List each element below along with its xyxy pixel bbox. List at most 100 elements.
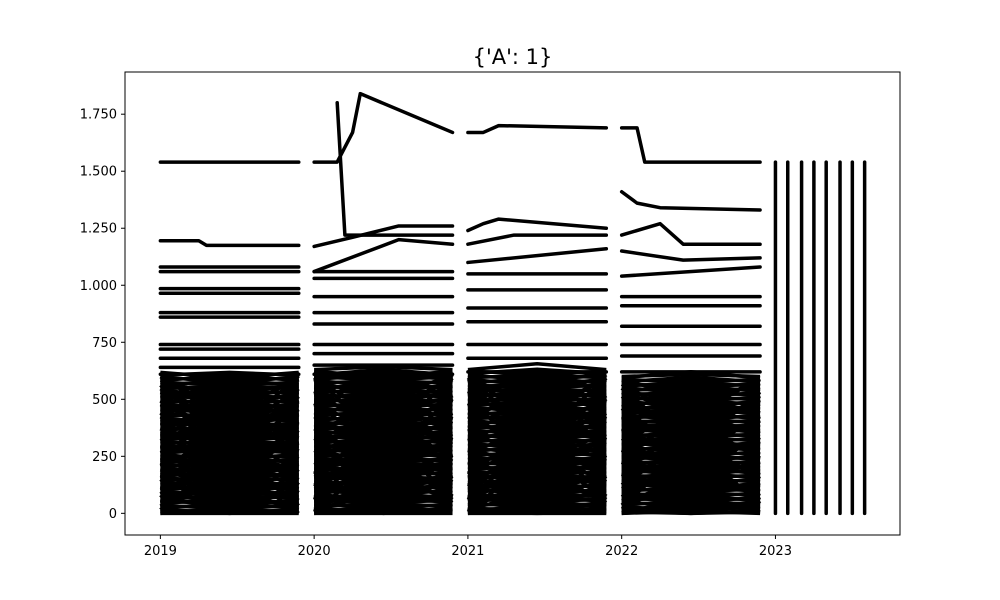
y-tick-label: 1.250 <box>80 222 117 237</box>
series-line <box>621 418 761 426</box>
series-line <box>313 394 454 488</box>
series-line <box>159 371 300 487</box>
y-tick-label: 1.000 <box>80 279 117 294</box>
series-line <box>467 453 607 499</box>
series-line <box>619 189 762 212</box>
series-line <box>466 397 608 514</box>
plot-area <box>158 91 867 516</box>
dense-block <box>620 369 762 516</box>
dense-block <box>159 370 300 516</box>
series-line <box>159 420 300 480</box>
series-line <box>314 497 453 506</box>
series-line <box>467 424 607 438</box>
series-line <box>159 375 300 453</box>
series-line <box>619 221 762 246</box>
series-line <box>467 371 607 392</box>
x-axis: 2019 2020 2021 2022 2023 <box>144 535 792 559</box>
series-lines <box>158 91 867 516</box>
series-line <box>160 374 299 386</box>
x-tick-label: 2019 <box>144 544 177 559</box>
series-line <box>466 123 609 135</box>
y-tick-label: 1.750 <box>80 108 117 123</box>
series-line <box>313 448 453 479</box>
series-line <box>312 237 455 274</box>
series-line <box>313 473 453 511</box>
series-line <box>312 376 454 498</box>
dense-block <box>312 364 454 516</box>
series-line <box>466 376 608 498</box>
series-line <box>467 411 607 475</box>
series-line <box>621 377 761 385</box>
series-line <box>466 401 608 501</box>
series-line <box>159 411 300 515</box>
series-line <box>313 395 453 430</box>
series-line <box>467 492 607 500</box>
series-line <box>466 373 608 476</box>
series-line <box>466 233 609 246</box>
series-line <box>314 392 453 404</box>
series-line <box>467 448 607 479</box>
y-tick-label: 500 <box>92 393 117 408</box>
y-tick-label: 750 <box>92 336 117 351</box>
series-line <box>313 371 453 392</box>
series-line <box>466 394 608 488</box>
series-line <box>467 412 607 417</box>
series-line <box>467 473 607 511</box>
series-line <box>313 506 453 516</box>
series-line <box>313 373 454 476</box>
series-line <box>160 502 299 516</box>
series-line <box>313 435 454 513</box>
series-line <box>467 460 607 500</box>
y-tick-label: 0 <box>109 507 117 522</box>
series-line <box>621 399 761 410</box>
series-line <box>620 377 761 454</box>
series-line <box>467 361 607 372</box>
series-line <box>467 414 608 501</box>
series-line <box>159 462 300 505</box>
dense-block <box>466 361 608 516</box>
series-line <box>159 383 300 507</box>
series-line <box>619 265 762 278</box>
series-line <box>159 468 300 512</box>
series-line <box>160 383 299 399</box>
x-tick-label: 2020 <box>298 544 331 559</box>
series-line <box>621 473 761 481</box>
series-line <box>314 424 453 438</box>
series-line <box>313 411 454 475</box>
series-line <box>620 398 761 467</box>
series-line <box>335 101 455 237</box>
series-line <box>313 453 454 499</box>
series-line <box>619 249 762 262</box>
series-line <box>313 377 454 460</box>
y-tick-label: 1.500 <box>80 165 117 180</box>
series-line <box>160 419 299 429</box>
series-line <box>467 392 607 404</box>
dense-line-blocks <box>159 361 762 516</box>
series-line <box>313 460 453 500</box>
series-line <box>467 436 607 459</box>
plot-frame <box>124 71 901 536</box>
series-line <box>158 239 301 248</box>
series-line <box>467 435 608 513</box>
series-line <box>467 502 607 516</box>
series-line <box>159 441 300 492</box>
series-line <box>159 400 300 468</box>
series-line <box>313 432 454 487</box>
x-tick-label: 2021 <box>451 544 484 559</box>
y-axis: 0 250 500 750 1.000 1.250 1.500 1.750 <box>80 108 125 522</box>
series-line <box>466 247 609 265</box>
x-tick-label: 2022 <box>605 544 638 559</box>
series-line <box>466 217 609 233</box>
series-line <box>621 460 761 503</box>
series-line <box>621 500 761 508</box>
series-line <box>160 380 299 388</box>
x-tick-label: 2023 <box>759 544 792 559</box>
series-line <box>313 374 454 417</box>
series-line <box>312 91 455 164</box>
series-line <box>621 372 761 379</box>
series-line <box>621 481 761 515</box>
series-line <box>467 506 607 514</box>
series-line <box>314 502 453 516</box>
series-line <box>619 126 762 164</box>
